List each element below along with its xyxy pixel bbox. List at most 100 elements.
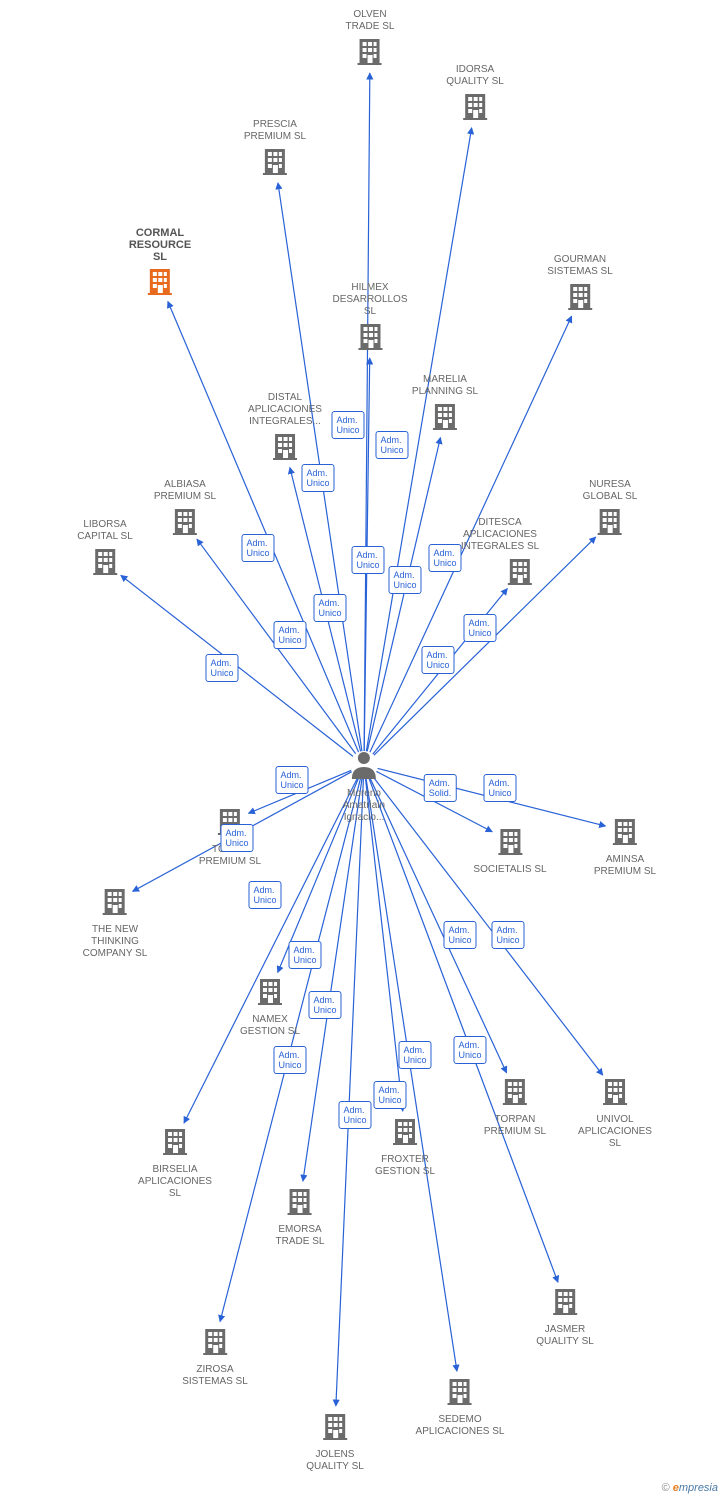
- company-node-cormal[interactable]: CORMAL RESOURCE SL: [129, 227, 191, 302]
- edge-label-cormal: Adm. Unico: [241, 534, 274, 562]
- edge-label-froxter: Adm. Unico: [373, 1081, 406, 1109]
- building-icon: [169, 505, 201, 537]
- center-person-node[interactable]: Moreno Amatriain Ignacio...: [343, 749, 385, 826]
- node-label: FROXTER GESTION SL: [375, 1154, 435, 1178]
- company-node-gourman[interactable]: GOURMAN SISTEMAS SL: [547, 254, 613, 317]
- node-label: EMORSA TRADE SL: [276, 1224, 325, 1248]
- node-label: SOCIETALIS SL: [473, 864, 546, 876]
- node-label: IDORSA QUALITY SL: [446, 64, 504, 88]
- node-label: OLVEN TRADE SL: [346, 9, 395, 33]
- edge-label-jolens: Adm. Unico: [338, 1101, 371, 1129]
- building-icon: [354, 320, 386, 352]
- edge-torpan: [370, 778, 507, 1073]
- edge-label-liborsa: Adm. Unico: [205, 654, 238, 682]
- building-icon: [564, 280, 596, 312]
- node-label: NAMEX GESTION SL: [240, 1014, 300, 1038]
- building-icon: [89, 545, 121, 577]
- edge-froxter: [366, 779, 403, 1111]
- building-icon: [459, 90, 491, 122]
- edge-univol: [373, 776, 603, 1075]
- building-icon: [284, 1185, 316, 1217]
- node-label: DITESCA APLICACIONES INTEGRALES SL: [461, 517, 539, 553]
- node-label: PRESCIA PREMIUM SL: [244, 119, 306, 143]
- company-node-societ[interactable]: SOCIETALIS SL: [473, 825, 546, 878]
- node-label: DISTAL APLICACIONES INTEGRALES...: [248, 392, 322, 428]
- building-icon: [549, 1285, 581, 1317]
- copyright-symbol: ©: [662, 1482, 670, 1494]
- edge-jolens: [336, 779, 364, 1406]
- company-node-distal[interactable]: DISTAL APLICACIONES INTEGRALES...: [248, 392, 322, 467]
- edge-label-jasmer: Adm. Unico: [443, 921, 476, 949]
- company-node-jasmer[interactable]: JASMER QUALITY SL: [536, 1285, 594, 1350]
- edge-label-namex: Adm. Unico: [288, 941, 321, 969]
- edge-label-nuresa: Adm. Unico: [463, 614, 496, 642]
- node-label: AMINSA PREMIUM SL: [594, 854, 656, 878]
- node-label: TORPAN PREMIUM SL: [484, 1114, 546, 1138]
- company-node-idorsa[interactable]: IDORSA QUALITY SL: [446, 64, 504, 127]
- network-diagram: Moreno Amatriain Ignacio... OLVEN TRADE S…: [0, 0, 728, 1500]
- building-icon: [269, 430, 301, 462]
- company-node-univol[interactable]: UNIVOL APLICACIONES SL: [578, 1075, 652, 1152]
- building-icon: [259, 145, 291, 177]
- person-icon: [348, 749, 380, 781]
- edge-label-olven: Adm. Unico: [331, 411, 364, 439]
- center-label: Moreno Amatriain Ignacio...: [343, 788, 385, 824]
- node-label: LIBORSA CAPITAL SL: [77, 519, 133, 543]
- building-icon: [444, 1375, 476, 1407]
- company-node-namex[interactable]: NAMEX GESTION SL: [240, 975, 300, 1040]
- edge-label-ditesca: Adm. Unico: [421, 646, 454, 674]
- building-icon: [599, 1075, 631, 1107]
- edge-label-sedemo: Adm. Unico: [398, 1041, 431, 1069]
- edge-label-prescia: Adm. Unico: [301, 464, 334, 492]
- node-label: ZIROSA SISTEMAS SL: [182, 1364, 248, 1388]
- company-node-marelia[interactable]: MARELIA PLANNING SL: [412, 374, 478, 437]
- node-label: CORMAL RESOURCE SL: [129, 227, 191, 263]
- building-icon: [319, 1410, 351, 1442]
- company-node-torpan[interactable]: TORPAN PREMIUM SL: [484, 1075, 546, 1140]
- edge-label-torpan: Adm. Unico: [453, 1036, 486, 1064]
- company-node-aminsa[interactable]: AMINSA PREMIUM SL: [594, 815, 656, 880]
- company-node-zirosa[interactable]: ZIROSA SISTEMAS SL: [182, 1325, 248, 1390]
- company-node-albiasa[interactable]: ALBIASA PREMIUM SL: [154, 479, 216, 542]
- edge-label-emorsa: Adm. Unico: [308, 991, 341, 1019]
- company-node-birselia[interactable]: BIRSELIA APLICACIONES SL: [138, 1125, 212, 1202]
- node-label: THE NEW THINKING COMPANY SL: [83, 924, 148, 960]
- company-node-ditesca[interactable]: DITESCA APLICACIONES INTEGRALES SL: [481, 517, 559, 592]
- edge-label-distal: Adm. Unico: [313, 594, 346, 622]
- edge-label-gourman: Adm. Unico: [428, 544, 461, 572]
- company-node-prescia[interactable]: PRESCIA PREMIUM SL: [244, 119, 306, 182]
- company-node-olven[interactable]: OLVEN TRADE SL: [346, 9, 395, 72]
- building-icon: [609, 815, 641, 847]
- building-icon: [254, 975, 286, 1007]
- company-node-thenew[interactable]: THE NEW THINKING COMPANY SL: [83, 885, 148, 962]
- company-node-froxter[interactable]: FROXTER GESTION SL: [375, 1115, 435, 1180]
- node-label: JASMER QUALITY SL: [536, 1324, 594, 1348]
- node-label: MARELIA PLANNING SL: [412, 374, 478, 398]
- edge-label-hilmex: Adm. Unico: [351, 546, 384, 574]
- building-icon: [499, 1075, 531, 1107]
- edge-label-univol: Adm. Unico: [491, 921, 524, 949]
- node-label: SEDEMO APLICACIONES SL: [416, 1414, 505, 1438]
- building-icon: [389, 1115, 421, 1147]
- company-node-hilmex[interactable]: HILMEX DESARROLLOS SL: [332, 282, 407, 357]
- building-icon: [354, 35, 386, 67]
- edge-label-aminsa: Adm. Unico: [483, 774, 516, 802]
- edge-label-societ: Adm. Solid.: [424, 774, 457, 802]
- copyright: © empresia: [662, 1482, 718, 1494]
- company-node-nuresa[interactable]: NURESA GLOBAL SL: [583, 479, 638, 542]
- edge-label-albiasa: Adm. Unico: [273, 621, 306, 649]
- building-icon: [144, 265, 176, 297]
- node-label: GOURMAN SISTEMAS SL: [547, 254, 613, 278]
- edge-marelia: [367, 437, 440, 751]
- node-label: BIRSELIA APLICACIONES SL: [138, 1164, 212, 1200]
- company-node-liborsa[interactable]: LIBORSA CAPITAL SL: [77, 519, 133, 582]
- company-node-jolens[interactable]: JOLENS QUALITY SL: [306, 1410, 364, 1475]
- edge-label-thenew: Adm. Unico: [220, 824, 253, 852]
- building-icon: [494, 825, 526, 857]
- edge-sedemo: [366, 779, 457, 1371]
- company-node-sedemo[interactable]: SEDEMO APLICACIONES SL: [416, 1375, 505, 1440]
- node-label: ALBIASA PREMIUM SL: [154, 479, 216, 503]
- edge-label-idorsa: Adm. Unico: [375, 431, 408, 459]
- company-node-emorsa[interactable]: EMORSA TRADE SL: [276, 1185, 325, 1250]
- copyright-rest: mpresia: [679, 1482, 718, 1494]
